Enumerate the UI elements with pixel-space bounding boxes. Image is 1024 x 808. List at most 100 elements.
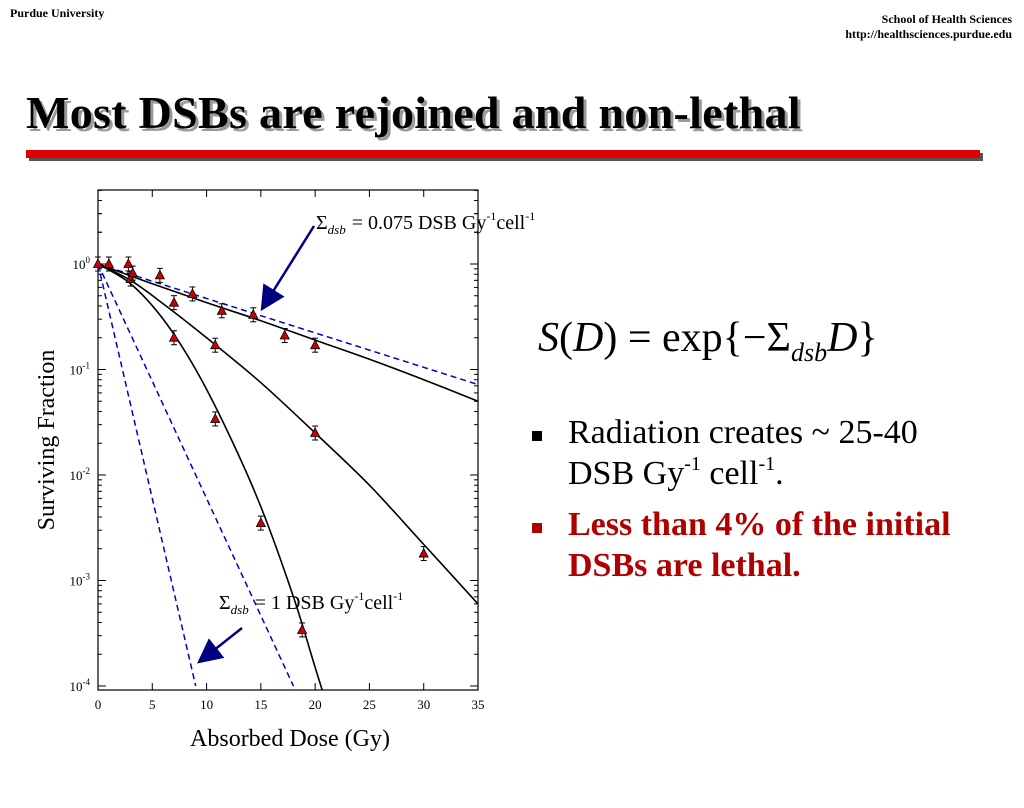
dashed-line-0	[98, 263, 478, 386]
data-point-1	[103, 256, 115, 272]
triangle-marker	[154, 269, 166, 280]
bullet-1-text3: .	[775, 455, 784, 492]
data-point-18	[418, 546, 429, 562]
survival-formula: S(D) = exp{−ΣdsbD}	[538, 315, 878, 367]
triangle-marker	[296, 624, 308, 634]
data-point-15	[296, 622, 308, 638]
annotation-bottom-eq: = 1 DSB Gy	[255, 592, 355, 614]
triangle-marker	[123, 258, 134, 268]
triangle-marker	[309, 339, 321, 350]
bullet-2-text: Less than 4% of the initial DSBs are let…	[568, 506, 951, 584]
data-point-12	[248, 307, 259, 323]
formula-d2: D	[827, 315, 858, 361]
annotation-top-eq: = 0.075 DSB Gy	[352, 212, 487, 234]
header-school-name: School of Health Sciences	[881, 12, 1012, 26]
x-tick-labels: 0 5 10 15 20 25 30 35	[95, 697, 485, 712]
slide-title: Most DSBs are rejoined and non-lethal	[26, 87, 801, 138]
dashed-line-1	[98, 263, 197, 687]
triangle-marker	[309, 427, 321, 437]
formula-s: S	[538, 315, 559, 361]
y-axis-label: Surviving Fraction	[34, 350, 60, 531]
curves-layer	[98, 263, 478, 690]
triangle-marker	[248, 308, 259, 319]
bullet-lethal-fraction: Less than 4% of the initial DSBs are let…	[532, 504, 982, 586]
annotation-bottom-arrow	[197, 627, 243, 664]
data-point-16	[309, 337, 321, 353]
bullet-list: Radiation creates ~ 25-40 DSB Gy-1 cell-…	[532, 412, 982, 596]
triangle-marker	[216, 304, 227, 315]
annotation-bottom-sub: dsb	[231, 602, 250, 617]
y-tick-label-0: 100	[73, 255, 91, 272]
triangle-marker	[210, 339, 221, 350]
triangle-marker	[168, 331, 180, 342]
formula-close: }	[857, 315, 878, 361]
header-school-url: http://healthsciences.purdue.edu	[845, 27, 1012, 41]
data-point-10	[216, 303, 227, 319]
data-point-0	[92, 256, 104, 272]
triangle-marker	[210, 413, 221, 423]
fit-curve-2	[98, 263, 323, 690]
x-tick-label-7: 35	[472, 697, 485, 712]
plot-frame	[97, 189, 479, 691]
data-point-5	[154, 267, 166, 283]
annotation-top-arrow	[260, 225, 316, 312]
triangle-marker	[279, 329, 290, 340]
bullet-1-sup1: -1	[684, 453, 701, 475]
annotation-bottom-sigma: Σ	[219, 592, 231, 614]
x-axis-label: Absorbed Dose (Gy)	[190, 726, 390, 752]
formula-d: D	[573, 315, 604, 361]
bullet-square-icon	[532, 431, 542, 441]
annotation-top: Σdsb = 0.075 DSB Gy-1cell-1	[316, 209, 535, 237]
dashed-line-2	[98, 263, 295, 687]
bullet-1-text2: cell	[700, 455, 759, 492]
x-tick-label-1: 5	[149, 697, 156, 712]
data-point-13	[255, 515, 267, 531]
annotation-top-sup2: -1	[525, 209, 535, 223]
triangle-marker	[168, 296, 180, 307]
bullet-1-sup2: -1	[758, 453, 776, 475]
bullet-1-text1: Radiation creates ~ 25-40 DSB Gy	[568, 414, 918, 492]
y-tick-label-3: 10-3	[70, 572, 91, 589]
title-underline	[26, 150, 980, 158]
data-point-4	[127, 265, 138, 281]
x-tick-label-3: 15	[254, 697, 267, 712]
annotation-bottom-unit: cell	[364, 592, 393, 614]
annotation-top-sub: dsb	[328, 222, 347, 237]
y-tick-label-2: 10-2	[70, 466, 91, 483]
data-point-6	[168, 295, 180, 311]
annotation-top-sigma: Σ	[316, 212, 328, 234]
triangle-marker	[103, 258, 115, 268]
data-point-11	[210, 411, 221, 427]
y-tick-label-4: 10-4	[70, 677, 91, 694]
fit-curve-1	[98, 263, 478, 605]
x-tick-label-6: 30	[417, 697, 430, 712]
triangle-marker	[187, 288, 198, 298]
data-point-17	[309, 425, 321, 441]
x-tick-label-2: 10	[200, 697, 213, 712]
annotation-bottom-sup1: -1	[354, 589, 364, 603]
axis-ticks	[97, 189, 479, 690]
x-tick-label-4: 20	[309, 697, 322, 712]
data-point-9	[210, 337, 221, 353]
data-point-7	[168, 330, 180, 346]
formula-sub: dsb	[790, 338, 828, 367]
formula-exp: exp{−Σ	[662, 315, 791, 361]
annotation-top-sup1: -1	[486, 209, 496, 223]
triangle-marker	[418, 547, 429, 558]
data-point-14	[279, 328, 290, 344]
data-point-2	[123, 256, 134, 272]
data-point-8	[187, 286, 198, 302]
triangle-marker	[92, 258, 104, 268]
header-institution: Purdue University	[10, 6, 105, 20]
fit-curve-0	[98, 263, 478, 403]
data-points	[92, 256, 429, 638]
bullet-dsb-creation: Radiation creates ~ 25-40 DSB Gy-1 cell-…	[532, 412, 982, 494]
y-tick-label-1: 10-1	[70, 361, 91, 378]
x-tick-label-5: 25	[363, 697, 376, 712]
triangle-marker	[255, 517, 267, 528]
x-tick-label-0: 0	[95, 697, 102, 712]
triangle-marker	[127, 267, 138, 277]
header-school: School of Health Sciences http://healths…	[845, 12, 1012, 42]
y-tick-labels: 100 10-1 10-2 10-3 10-4	[70, 255, 91, 694]
